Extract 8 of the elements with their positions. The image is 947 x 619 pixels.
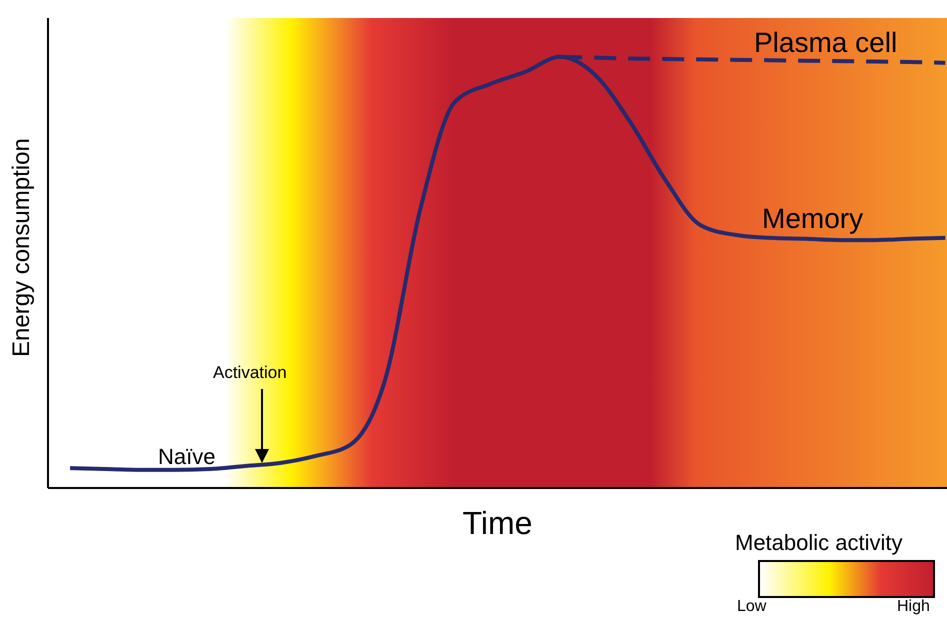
series-label: Memory — [762, 203, 864, 235]
color-bar-title: Metabolic activity — [735, 530, 903, 556]
annotation: Naïve — [158, 444, 216, 470]
x-axis-title: Time — [462, 505, 532, 541]
text: Low — [737, 598, 766, 616]
text: High — [897, 598, 930, 616]
y-axis-title: Energy consumption — [8, 138, 36, 360]
series-label: Plasma cell — [754, 27, 898, 59]
